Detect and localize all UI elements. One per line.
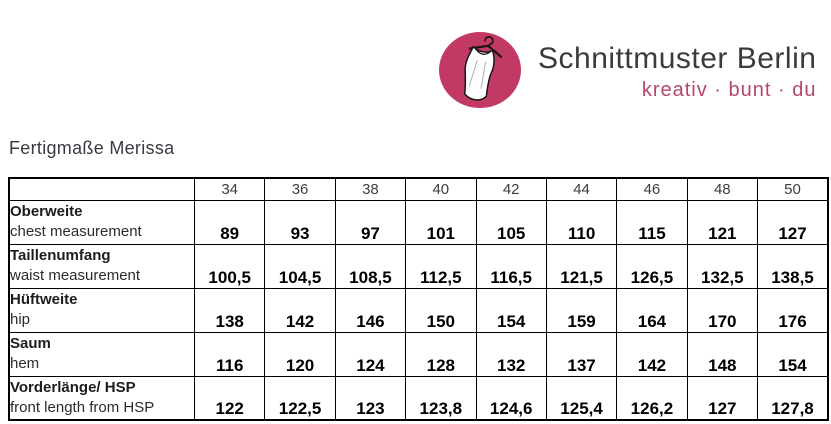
measurement-row: Hüftweite hip 138 142 146 150 154 159 164 170 176 xyxy=(8,287,829,333)
corner-empty-cell xyxy=(8,177,195,201)
brand-text-block: Schnittmuster Berlin kreativ · bunt · du xyxy=(538,30,816,102)
size-header-cell: 34 xyxy=(193,177,266,201)
size-header-cell: 48 xyxy=(686,177,759,201)
size-header-cell: 36 xyxy=(264,177,336,201)
label-english: hip xyxy=(10,311,31,328)
label-english: waist measurement xyxy=(10,267,141,284)
measurement-value-cell: 110 xyxy=(545,199,618,245)
measurement-row: Oberweite chest measurement 89 93 97 101 105 11… xyxy=(8,199,829,245)
measurement-value-cell: 89 xyxy=(193,199,266,245)
brand-tagline: kreativ · bunt · du xyxy=(641,79,817,101)
measurement-value-cell: 121 xyxy=(686,199,759,245)
measurement-value-cell: 93 xyxy=(264,199,336,245)
dress-on-hanger-icon xyxy=(438,30,522,110)
size-header-cell: 44 xyxy=(545,177,618,201)
row-label-cell: Vorderlänge/ HSP front length from HSP xyxy=(8,375,195,421)
measurement-value-cell: 127,8 xyxy=(757,375,829,421)
row-label-cell: Oberweite chest measurement xyxy=(8,199,195,245)
measurement-row: Taillenumfang waist measurement 100,5 104,5… xyxy=(8,243,829,289)
measurement-row: Vorderlänge/ HSP front length from HSP 122… xyxy=(8,375,829,421)
measurement-value-cell: 132,5 xyxy=(686,243,759,289)
measurement-value-cell: 116,5 xyxy=(475,243,547,289)
measurement-value-cell: 112,5 xyxy=(405,243,477,289)
label-german: Hüftweite xyxy=(10,291,78,308)
measurement-value-cell: 126,2 xyxy=(616,375,688,421)
measurement-value-cell: 121,5 xyxy=(545,243,618,289)
measurement-value-cell: 148 xyxy=(686,331,759,377)
measurement-value-cell: 125,4 xyxy=(545,375,618,421)
label-english: chest measurement xyxy=(10,223,142,240)
measurement-value-cell: 170 xyxy=(686,287,759,333)
measurement-value-cell: 101 xyxy=(405,199,477,245)
measurement-value-cell: 159 xyxy=(545,287,618,333)
size-header-row: 34 36 38 40 42 44 46 48 50 xyxy=(8,177,829,201)
measurement-row: Saum hem 116 120 124 128 132 137 142 148 154 xyxy=(8,331,829,377)
size-header-cell: 46 xyxy=(616,177,688,201)
measurement-value-cell: 142 xyxy=(616,331,688,377)
measurement-value-cell: 127 xyxy=(686,375,759,421)
measurement-table-body: Oberweite chest measurement 89 93 97 101 105 11… xyxy=(8,199,829,421)
measurement-value-cell: 146 xyxy=(334,287,407,333)
size-header-cell: 40 xyxy=(405,177,477,201)
measurement-value-cell: 176 xyxy=(757,287,829,333)
measurement-value-cell: 127 xyxy=(757,199,829,245)
brand-logo: Schnittmuster Berlin kreativ · bunt · du xyxy=(438,30,816,110)
label-english: hem xyxy=(10,355,40,372)
measurement-value-cell: 138 xyxy=(193,287,266,333)
row-label-cell: Taillenumfang waist measurement xyxy=(8,243,195,289)
measurement-value-cell: 126,5 xyxy=(616,243,688,289)
label-german: Oberweite xyxy=(10,203,83,220)
measurement-value-cell: 137 xyxy=(545,331,618,377)
brand-name: Schnittmuster Berlin xyxy=(538,42,817,75)
label-german: Saum xyxy=(10,335,51,352)
measurement-value-cell: 128 xyxy=(405,331,477,377)
size-header-cell: 50 xyxy=(757,177,829,201)
measurement-value-cell: 122,5 xyxy=(264,375,336,421)
measurement-value-cell: 100,5 xyxy=(193,243,266,289)
measurement-value-cell: 150 xyxy=(405,287,477,333)
page-title: Fertigmaße Merissa xyxy=(9,138,175,158)
size-measurement-table: 34 36 38 40 42 44 46 48 50 Oberweite chest measur… xyxy=(8,177,829,421)
measurement-value-cell: 154 xyxy=(757,331,829,377)
measurement-value-cell: 132 xyxy=(475,331,547,377)
measurement-value-cell: 164 xyxy=(616,287,688,333)
measurement-value-cell: 122 xyxy=(193,375,266,421)
measurement-value-cell: 116 xyxy=(193,331,266,377)
measurement-value-cell: 97 xyxy=(334,199,407,245)
row-label-cell: Saum hem xyxy=(8,331,195,377)
measurement-value-cell: 154 xyxy=(475,287,547,333)
measurement-value-cell: 115 xyxy=(616,199,688,245)
label-english: front length from HSP xyxy=(10,398,155,416)
measurement-value-cell: 142 xyxy=(264,287,336,333)
label-german: Taillenumfang xyxy=(10,247,111,264)
size-header-cell: 42 xyxy=(475,177,547,201)
measurement-value-cell: 123 xyxy=(334,375,407,421)
measurement-value-cell: 104,5 xyxy=(264,243,336,289)
row-label-cell: Hüftweite hip xyxy=(8,287,195,333)
measurement-value-cell: 124 xyxy=(334,331,407,377)
measurement-value-cell: 105 xyxy=(475,199,547,245)
measurement-value-cell: 138,5 xyxy=(757,243,829,289)
size-header-cell: 38 xyxy=(334,177,407,201)
measurement-value-cell: 123,8 xyxy=(405,375,477,421)
label-german: Vorderlänge/ HSP xyxy=(10,378,136,396)
page-header: Schnittmuster Berlin kreativ · bunt · du xyxy=(0,0,831,112)
measurement-value-cell: 108,5 xyxy=(334,243,407,289)
measurement-value-cell: 124,6 xyxy=(475,375,547,421)
measurement-value-cell: 120 xyxy=(264,331,336,377)
